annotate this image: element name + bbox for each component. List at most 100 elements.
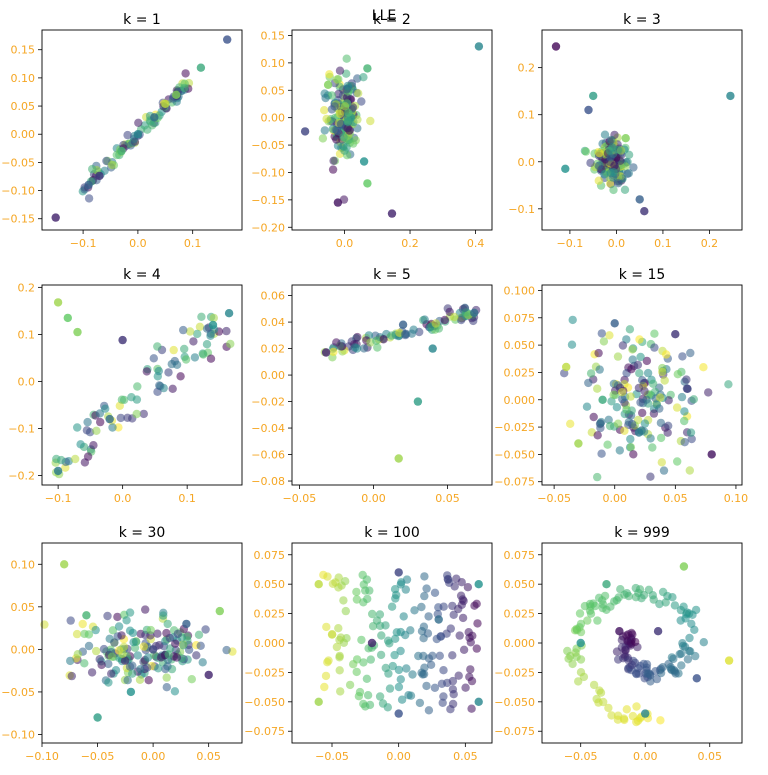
scatter-point [628,355,637,364]
scatter-point [686,348,695,358]
x-tick-label: 0.0 [336,237,354,250]
scatter-point [678,639,687,648]
scatter-point [566,419,575,428]
scatter-point [646,434,655,443]
scatter-point [595,148,604,158]
scatter-point [126,141,135,150]
scatter-point [314,580,323,589]
scatter-point [605,146,615,155]
scatter-point [586,158,595,168]
scatter-point [85,428,95,437]
scatter-point [344,108,353,117]
y-tick-label: 0.05 [11,601,36,614]
scatter-point [463,583,473,592]
scatter-point [419,669,429,679]
scatter-point [613,352,623,361]
y-tick-label: −0.025 [494,666,535,679]
scatter-point [401,585,410,594]
scatter-point [331,578,340,587]
scatter-point [640,207,649,216]
scatter-point [658,663,667,672]
scatter-point [117,631,126,640]
scatter-point [148,645,158,654]
scatter-point [223,35,232,44]
x-tick-label: 0.0 [129,237,147,250]
scatter-point [72,629,82,639]
x-tick-label: 0.0 [114,492,132,505]
scatter-point [150,113,159,122]
scatter-point [164,650,173,659]
scatter-points [560,315,733,482]
scatter-point [136,665,145,674]
subplot-7: k = 30 −0.10 −0.05 0.00 0.05 −0.10 −0.05 0.00 0.… [1,525,243,763]
scatter-point [96,417,105,427]
subplot-6: k = 15 −0.05 0.00 0.05 0.10 −0.075 −0.050 −0.02… [494,267,748,505]
scatter-point [73,650,83,659]
scatter-point [181,355,191,364]
scatter-point [704,388,713,397]
scatter-point [323,572,332,581]
subplot-title: k = 15 [619,267,666,283]
scatter-point [632,702,641,711]
scatter-point [181,69,190,78]
scatter-point [622,335,631,344]
axes-frame [541,284,743,486]
scatter-point [617,388,627,397]
scatter-point [551,42,561,51]
scatter-point [350,343,360,352]
scatter-point [444,575,453,584]
scatter-point [679,562,689,571]
scatter-point [658,367,667,377]
scatter-point [172,90,181,100]
y-tick-label: 0.02 [261,343,286,356]
scatter-point [341,606,350,616]
y-tick-label: −0.15 [1,213,35,226]
scatter-point [426,660,436,669]
y-tick-label: −0.08 [251,475,285,488]
scatter-point [208,320,218,330]
y-tick-label: −0.10 [1,185,35,198]
scatter-point [113,612,122,622]
scatter-point [155,381,164,390]
scatter-point [119,642,129,651]
scatter-point [615,627,624,636]
scatter-point [642,356,652,366]
scatter-point [635,335,644,344]
scatter-point [78,619,87,629]
scatter-point [84,641,94,651]
scatter-point [388,661,397,671]
scatter-point [132,409,141,419]
scatter-point [206,331,215,340]
scatter-point [583,616,592,625]
y-tick-label: −0.04 [251,422,285,435]
scatter-point [162,683,171,692]
scatter-point [430,588,440,597]
y-tick-label: −0.075 [244,725,285,738]
scatter-point [363,64,372,73]
scatter-point [101,404,110,413]
scatter-point [375,692,385,701]
x-tick-label: 0.2 [701,237,719,250]
scatter-point [107,652,117,661]
scatter-point [595,365,604,374]
scatter-point [400,330,410,339]
scatter-point [402,664,411,673]
scatter-point [82,611,91,620]
y-tick-label: 0.050 [504,339,536,352]
y-tick-label: 0.05 [11,100,36,113]
scatter-point [59,560,69,569]
scatter-point [387,209,397,218]
scatter-point [197,312,206,321]
scatter-point [468,631,477,640]
scatter-point [618,394,627,404]
scatter-point [345,680,355,690]
scatter-point [655,599,664,609]
scatter-point [339,596,348,605]
scatter-point [66,616,75,625]
scatter-point [154,366,163,376]
y-tick-label: 0.075 [254,549,286,562]
y-tick-label: −0.15 [251,194,285,207]
x-tick-label: 0.05 [697,750,722,763]
scatter-point [391,594,400,603]
scatter-point [474,697,483,706]
